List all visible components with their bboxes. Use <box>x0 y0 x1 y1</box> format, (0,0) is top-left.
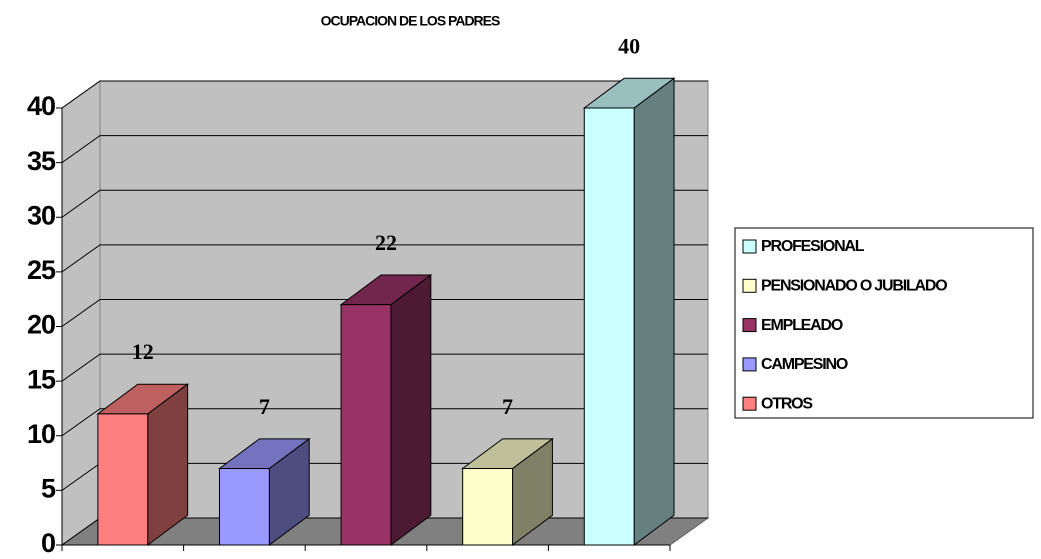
grid-line <box>61 299 708 327</box>
bar <box>340 304 392 546</box>
y-tick-label: 35 <box>27 146 56 176</box>
grid-line <box>61 408 708 437</box>
legend-box <box>734 227 1034 419</box>
legend-swatch <box>742 318 757 333</box>
grid-line <box>61 189 708 218</box>
legend-label: PENSIONADO O JUBILADO <box>761 278 947 295</box>
data-label: 7 <box>502 394 513 419</box>
grid-line <box>61 353 708 382</box>
bar-side <box>390 273 432 546</box>
y-tick-label: 5 <box>41 474 56 504</box>
chart-title: OCUPACION DE LOS PADRES <box>321 13 500 29</box>
legend-swatch <box>742 278 757 293</box>
grid-line <box>61 80 708 109</box>
y-tick-label: 15 <box>27 364 56 394</box>
grid-line <box>61 244 708 273</box>
legend-label: OTROS <box>761 395 813 412</box>
data-label: 40 <box>618 33 640 58</box>
bar-side <box>633 77 675 546</box>
y-tick-label: 20 <box>27 310 55 340</box>
y-tick-label: 0 <box>41 528 55 558</box>
legend-label: PROFESIONAL <box>761 238 865 255</box>
data-label: 22 <box>375 230 397 255</box>
legend-swatch <box>742 396 757 411</box>
y-tick-label: 10 <box>27 419 55 449</box>
legend-label: EMPLEADO <box>761 317 843 334</box>
bar <box>583 107 635 546</box>
legend-swatch <box>742 239 757 254</box>
y-tick-label: 30 <box>27 200 55 230</box>
data-label: 12 <box>132 339 154 364</box>
y-tick-label: 40 <box>27 91 55 121</box>
y-tick-label: 25 <box>27 255 56 285</box>
bar <box>97 413 149 546</box>
bar <box>462 468 514 546</box>
bar <box>218 468 270 546</box>
grid-line <box>61 135 708 164</box>
legend-label: CAMPESINO <box>761 356 848 373</box>
legend-swatch <box>742 357 757 372</box>
data-label: 7 <box>259 394 270 419</box>
